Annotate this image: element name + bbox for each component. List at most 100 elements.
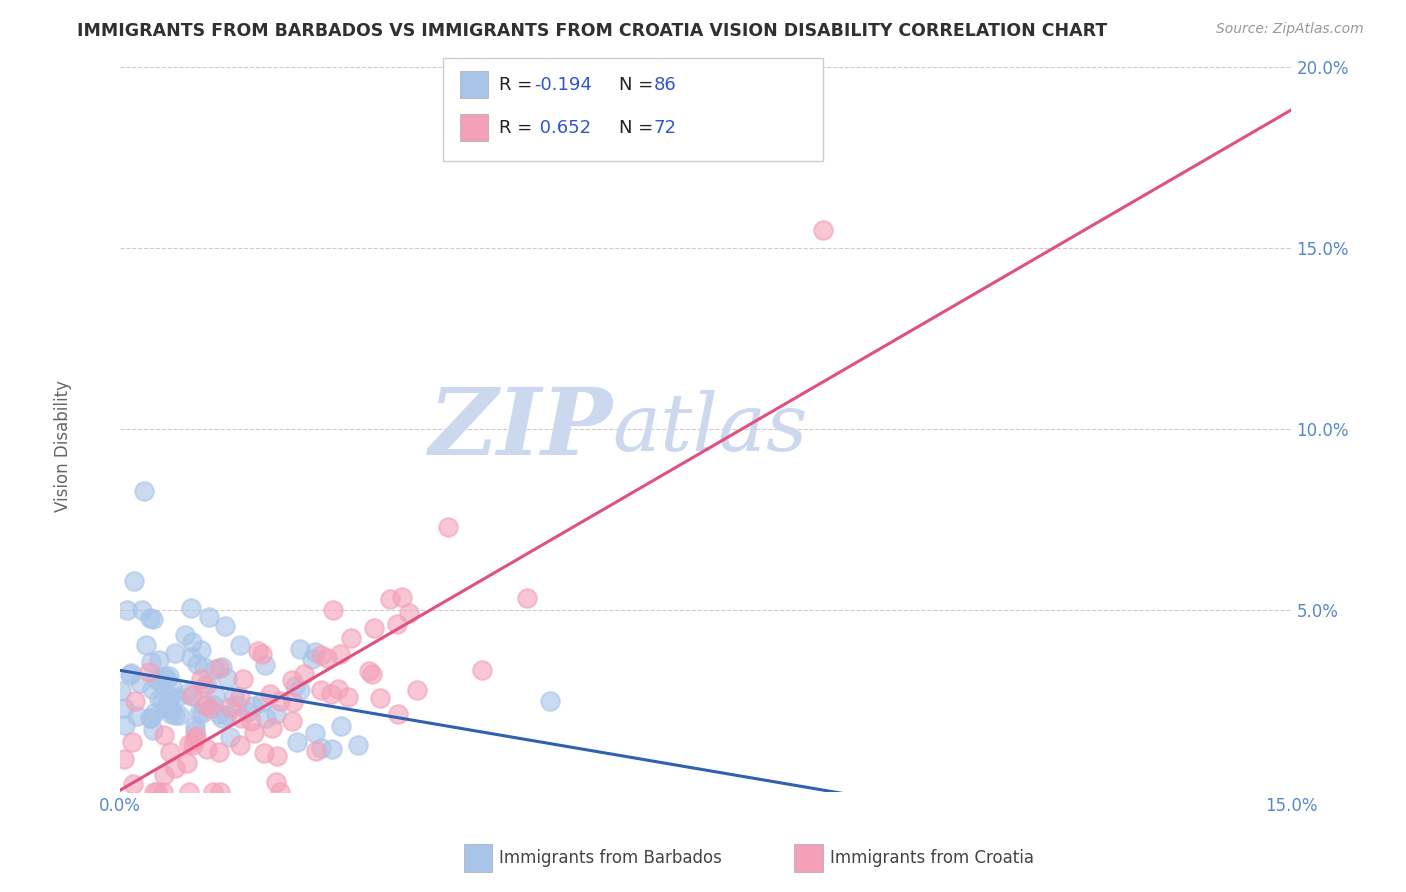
Point [180, 650, 202, 665]
Point [208, 660, 231, 674]
Point [152, 785, 174, 799]
Point [219, 700, 242, 714]
Point [281, 694, 304, 708]
Text: ZIP: ZIP [427, 384, 612, 475]
Point [176, 686, 198, 700]
Point [222, 689, 245, 703]
Point [363, 621, 385, 635]
Point [193, 660, 215, 674]
Point [204, 662, 226, 676]
Point [266, 749, 288, 764]
Point [260, 722, 283, 736]
Point [110, 683, 132, 698]
Point [347, 738, 370, 752]
Point [118, 667, 141, 681]
Point [120, 665, 142, 680]
Point [181, 689, 204, 703]
Point [253, 658, 276, 673]
Point [215, 708, 238, 723]
Point [329, 647, 352, 661]
Point [269, 785, 291, 799]
Text: R =: R = [499, 119, 538, 136]
Text: atlas: atlas [612, 391, 807, 468]
Point [165, 761, 187, 775]
Point [148, 653, 170, 667]
Text: R =: R = [499, 76, 538, 94]
Point [315, 651, 337, 665]
Point [321, 742, 343, 756]
Point [269, 694, 291, 708]
Point [112, 701, 135, 715]
Point [264, 774, 287, 789]
Point [284, 679, 307, 693]
Point [131, 602, 153, 616]
Point [148, 692, 170, 706]
Text: 72: 72 [654, 119, 676, 136]
Point [163, 708, 186, 723]
Point [195, 742, 218, 756]
Point [122, 574, 145, 588]
Point [309, 648, 332, 662]
Point [146, 673, 169, 688]
Point [149, 675, 172, 690]
Point [319, 688, 342, 702]
Point [181, 739, 204, 753]
Point [139, 711, 162, 725]
Point [184, 729, 207, 743]
Point [152, 768, 174, 782]
Point [190, 672, 212, 686]
Point [117, 603, 139, 617]
Point [195, 677, 218, 691]
Point [811, 223, 834, 237]
Point [516, 591, 538, 605]
Point [162, 680, 184, 694]
Point [156, 695, 179, 709]
Point [437, 520, 460, 534]
Point [285, 734, 308, 748]
Point [153, 728, 176, 742]
Point [167, 708, 190, 723]
Point [166, 690, 188, 704]
Point [184, 731, 207, 746]
Point [218, 731, 240, 745]
Point [359, 664, 381, 678]
Point [142, 723, 165, 737]
Point [155, 698, 177, 713]
Point [247, 644, 270, 658]
Point [139, 655, 162, 669]
Point [229, 690, 252, 704]
Point [179, 737, 201, 751]
Point [305, 744, 328, 758]
Point [229, 638, 252, 652]
Point [157, 669, 180, 683]
Point [304, 645, 326, 659]
Point [309, 741, 332, 756]
Text: -0.194: -0.194 [534, 76, 592, 94]
Point [122, 777, 145, 791]
Point [250, 694, 273, 708]
Point [146, 785, 169, 799]
Point [191, 706, 214, 720]
Point [288, 682, 311, 697]
Point [198, 701, 221, 715]
Point [280, 714, 302, 729]
Point [153, 669, 176, 683]
Point [214, 619, 236, 633]
Point [340, 631, 363, 645]
Point [201, 698, 224, 712]
Point [208, 745, 231, 759]
Text: Source: ZipAtlas.com: Source: ZipAtlas.com [1216, 22, 1364, 37]
Point [143, 785, 166, 799]
Point [471, 663, 494, 677]
Point [204, 689, 226, 703]
Point [304, 726, 326, 740]
Point [202, 785, 225, 799]
Point [121, 735, 143, 749]
Point [253, 746, 276, 760]
Text: 86: 86 [654, 76, 676, 94]
Text: IMMIGRANTS FROM BARBADOS VS IMMIGRANTS FROM CROATIA VISION DISABILITY CORRELATIO: IMMIGRANTS FROM BARBADOS VS IMMIGRANTS F… [77, 22, 1108, 40]
Point [128, 676, 150, 690]
Point [138, 665, 160, 679]
Point [159, 745, 181, 759]
Point [139, 611, 162, 625]
